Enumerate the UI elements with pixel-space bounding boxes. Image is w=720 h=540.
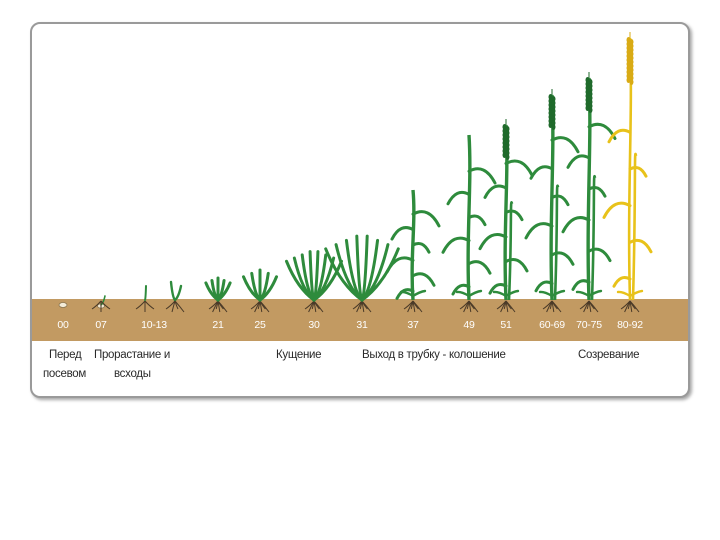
stage-30-plant-icon [285, 250, 343, 313]
stage-07-plant-icon [91, 295, 111, 312]
wheat-ear-icon [502, 119, 510, 160]
wheat-ear-icon [626, 32, 634, 85]
stage-code-49: 49 [463, 319, 475, 331]
stage-code-70-75: 70-75 [576, 319, 602, 331]
wheat-ear-icon [548, 89, 556, 130]
stage-code-37: 37 [407, 319, 419, 331]
stage-49-plant-icon [441, 134, 497, 313]
label-stem-extension: Выход в трубку - колошение [362, 349, 506, 361]
stage-80-92-plant-icon [602, 32, 653, 313]
stage-code-07: 07 [95, 319, 107, 331]
stage-code-25: 25 [254, 319, 266, 331]
stage-21-plant-icon [204, 276, 232, 313]
stage-code-80-92: 80-92 [617, 319, 643, 331]
stage-code-60-69: 60-69 [539, 319, 565, 331]
stage-37-plant-icon [385, 189, 441, 313]
stage-code-00: 00 [57, 319, 69, 331]
label-tillering: Кущение [276, 349, 322, 361]
stage-10-13-plant-icon [135, 280, 185, 313]
label-ripening: Созревание [578, 349, 640, 361]
label-germination-1: Прорастание и [94, 349, 171, 361]
growth-stages-diagram: 00 07 10-13 21 25 30 31 37 49 51 60-69 7… [30, 22, 690, 398]
stage-60-69-plant-icon [524, 89, 580, 313]
stage-code-10-13: 10-13 [141, 319, 167, 331]
plant-illustrations [58, 32, 653, 313]
stage-code-30: 30 [308, 319, 320, 331]
label-before-sowing-1: Перед [49, 349, 82, 361]
soil-band [32, 299, 688, 341]
stage-70-75-plant-icon [561, 72, 617, 313]
stage-code-31: 31 [356, 319, 368, 331]
label-germination-2: всходы [114, 368, 151, 380]
stage-51-plant-icon [478, 119, 534, 313]
stage-31-plant-icon [324, 234, 400, 313]
stage-00-plant-icon [58, 302, 68, 308]
stage-code-21: 21 [212, 319, 224, 331]
stage-25-plant-icon [242, 268, 278, 313]
label-before-sowing-2: посевом [43, 368, 86, 380]
stage-code-51: 51 [500, 319, 512, 331]
wheat-ear-icon [585, 72, 593, 113]
